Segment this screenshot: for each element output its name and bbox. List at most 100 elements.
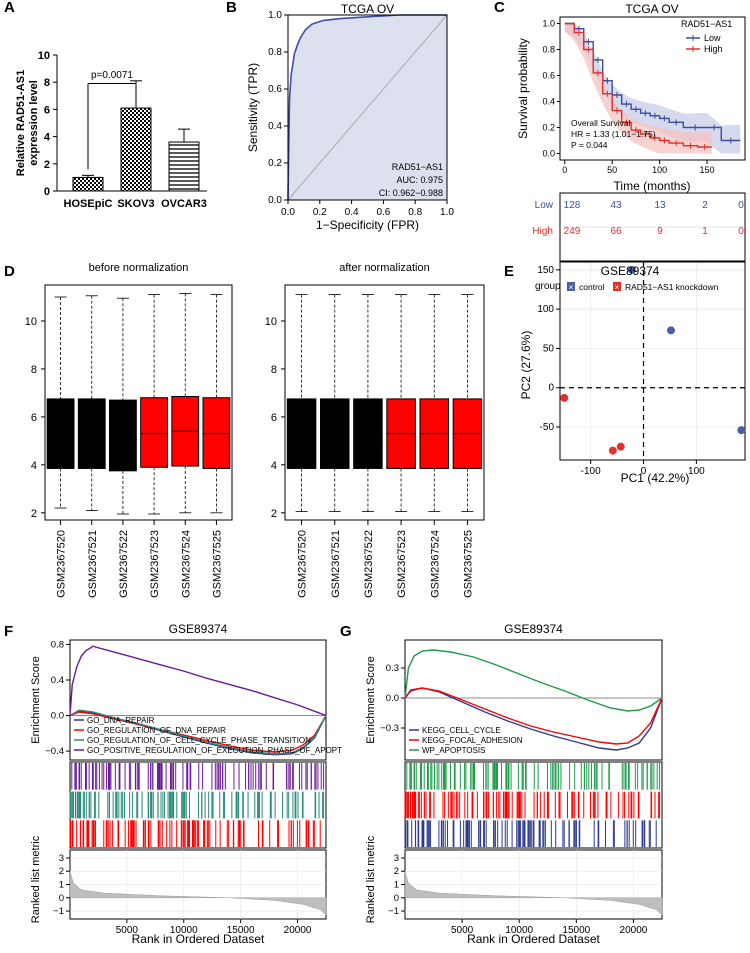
legend-swatch-mark: ×: [569, 283, 574, 292]
x-tick-label: GSM2367521: [330, 530, 342, 598]
x-tick-label: 0: [641, 466, 647, 477]
legend-label: WP_APOPTOSIS: [422, 746, 485, 755]
es-frame: [404, 639, 663, 761]
x-tick-label: 100: [652, 165, 667, 175]
y-tick-label: 0.8: [542, 45, 555, 55]
legend-label: KEGG_FOCAL_ADHESION: [422, 736, 523, 745]
x-tick-label: 20000: [284, 925, 312, 936]
panel-b: 0.0 0.2 0.4 0.6 0.8 1.0 0.0 0.2 0.4 0.6 0.8 1.0 TCGA…: [246, 2, 454, 232]
risk-row-label: High: [532, 226, 553, 237]
es-curve: [69, 645, 327, 717]
y-tick-label: 0.0: [51, 711, 64, 722]
panel-e: -100 0 100 -50 0 50 100 150 GSE89374 group × contro…: [519, 261, 746, 485]
y-tick-label: 2: [271, 508, 277, 520]
y-tick-label: 0.4: [542, 97, 555, 107]
y-tick-label: 2: [44, 159, 50, 171]
panel-letter-D: D: [4, 263, 15, 280]
y-tick-label: 3: [59, 853, 64, 864]
pca-point: [627, 265, 636, 274]
risk-count: 13: [654, 200, 666, 211]
x-tick-label: GSM2367520: [297, 530, 309, 598]
es-curve: [404, 687, 663, 745]
x-tick-label: 1.0: [440, 207, 454, 218]
x-tick-label: HOSEpiC: [64, 198, 113, 210]
es-curve: [404, 649, 663, 712]
y-tick-label: −1: [388, 906, 399, 917]
y-tick-label: 0.2: [268, 158, 282, 169]
roc-curve: [287, 14, 447, 201]
x-tick-label: OVCAR3: [161, 198, 207, 210]
y-tick-label: 1: [394, 880, 399, 891]
risk-count: 2: [702, 200, 708, 211]
roc-legend: CI: 0.962−0.988: [379, 188, 443, 198]
y-tick-label: 0.3: [386, 663, 399, 674]
legend-title: group: [535, 281, 561, 292]
pca-point: [667, 326, 675, 335]
x-tick-label: 0.6: [376, 207, 390, 218]
chart-title: after normalization: [339, 262, 430, 274]
y-tick-label: 0.0: [268, 195, 282, 206]
y-tick-label: 50: [543, 343, 555, 354]
es-curve: [69, 711, 327, 753]
legend-label: GO_REGULATION_OF_DNA_REPAIR: [87, 726, 226, 735]
y-tick-label: 4: [44, 132, 51, 144]
y-tick-label: 150: [537, 265, 554, 276]
x-tick-label: 150: [700, 165, 715, 175]
ci-band-High: [564, 23, 712, 154]
panel-letter-A: A: [4, 0, 15, 16]
y-tick-label: 2: [31, 508, 37, 520]
legend-label: RAD51−AS1 knockdown: [625, 282, 719, 292]
y-tick-label: 2: [394, 866, 399, 877]
y-tick-label: 0: [548, 383, 554, 394]
legend-label: KEGG_CELL_CYCLE: [422, 726, 501, 735]
plot-frame: [559, 16, 746, 161]
y-tick-label: 0: [44, 186, 50, 198]
risk-count: 249: [564, 226, 581, 237]
y-axis-title: Survival probability: [516, 38, 530, 139]
y-tick-label: 0.4: [268, 121, 282, 132]
legend-label: control: [579, 282, 605, 292]
km-annotation: P = 0.044: [571, 140, 608, 150]
panel-letter-E: E: [504, 263, 514, 280]
x-tick-label: 20000: [620, 925, 648, 936]
panel-letter-G: G: [340, 623, 352, 640]
y-tick-label: 0.6: [268, 84, 282, 95]
x-tick-label: 5000: [116, 925, 139, 936]
bar-OVCAR3: [168, 141, 200, 192]
x-axis-title: PC1 (42.2%): [621, 471, 690, 485]
x-axis-title: 1−Specificity (FPR): [316, 218, 419, 232]
x-axis-title: Time (months): [614, 179, 691, 193]
plot-frame: [559, 261, 746, 461]
x-tick-label: 0.4: [345, 207, 359, 218]
risk-count: 128: [564, 200, 581, 211]
x-tick-label: GSM2367522: [118, 530, 130, 598]
legend-swatch-knockdown: [613, 282, 621, 291]
chart-title: TCGA OV: [625, 2, 678, 16]
x-tick-label: GSM2367524: [429, 530, 441, 598]
chart-title: TCGA OV: [341, 2, 394, 16]
risk-count: 1: [702, 226, 708, 237]
x-tick-label: 15000: [227, 925, 255, 936]
plot-frame: [44, 284, 233, 521]
y-tick-label: −0.3: [380, 723, 399, 734]
x-tick-label: 0.2: [313, 207, 327, 218]
y-tick-label: 0.8: [268, 47, 282, 58]
y-tick-label: −0.4: [45, 746, 64, 757]
y-tick-label: 8: [271, 364, 277, 376]
pca-point: [608, 446, 617, 455]
y-tick-label: 3: [394, 853, 399, 864]
x-tick-label: GSM2367524: [180, 530, 192, 598]
es-frame: [69, 639, 327, 761]
y-tick-label: 4: [271, 460, 277, 472]
x-tick-label: 50: [607, 165, 617, 175]
y-axis-title: PC2 (27.6%): [519, 331, 533, 400]
x-tick-label: 0.8: [408, 207, 422, 218]
panel-f: 0.80.40.0−0.4GSE89374GO_DNA_REPAIRGO_REG…: [30, 622, 342, 946]
panel-a: 0 2 4 6 8 10 HOSEpiC SKOV3 OVCAR3 p=0.0071 Relativ…: [15, 50, 207, 210]
pca-point: [737, 426, 746, 435]
legend-title: RAD51−AS1: [681, 19, 732, 29]
x-axis-title: Rank in Ordered Dataset: [132, 932, 265, 946]
y-tick-label: 0.4: [51, 675, 64, 686]
